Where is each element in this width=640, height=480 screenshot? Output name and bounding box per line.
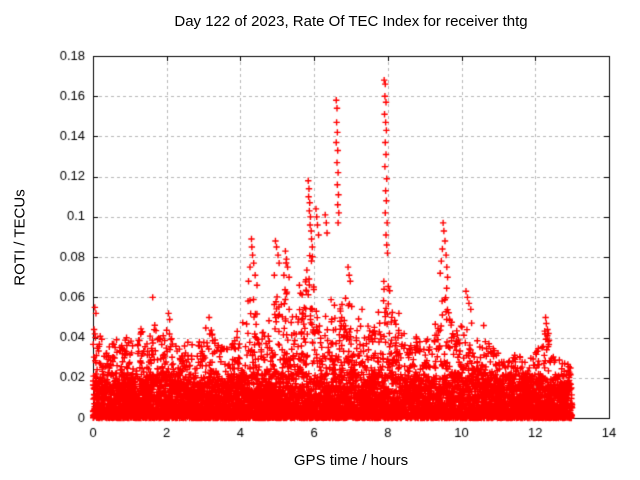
y-axis-label: ROTI / TECUs xyxy=(11,189,29,286)
x-axis-label: GPS time / hours xyxy=(293,452,409,469)
chart-title: Day 122 of 2023, Rate Of TEC Index for r… xyxy=(174,13,528,30)
